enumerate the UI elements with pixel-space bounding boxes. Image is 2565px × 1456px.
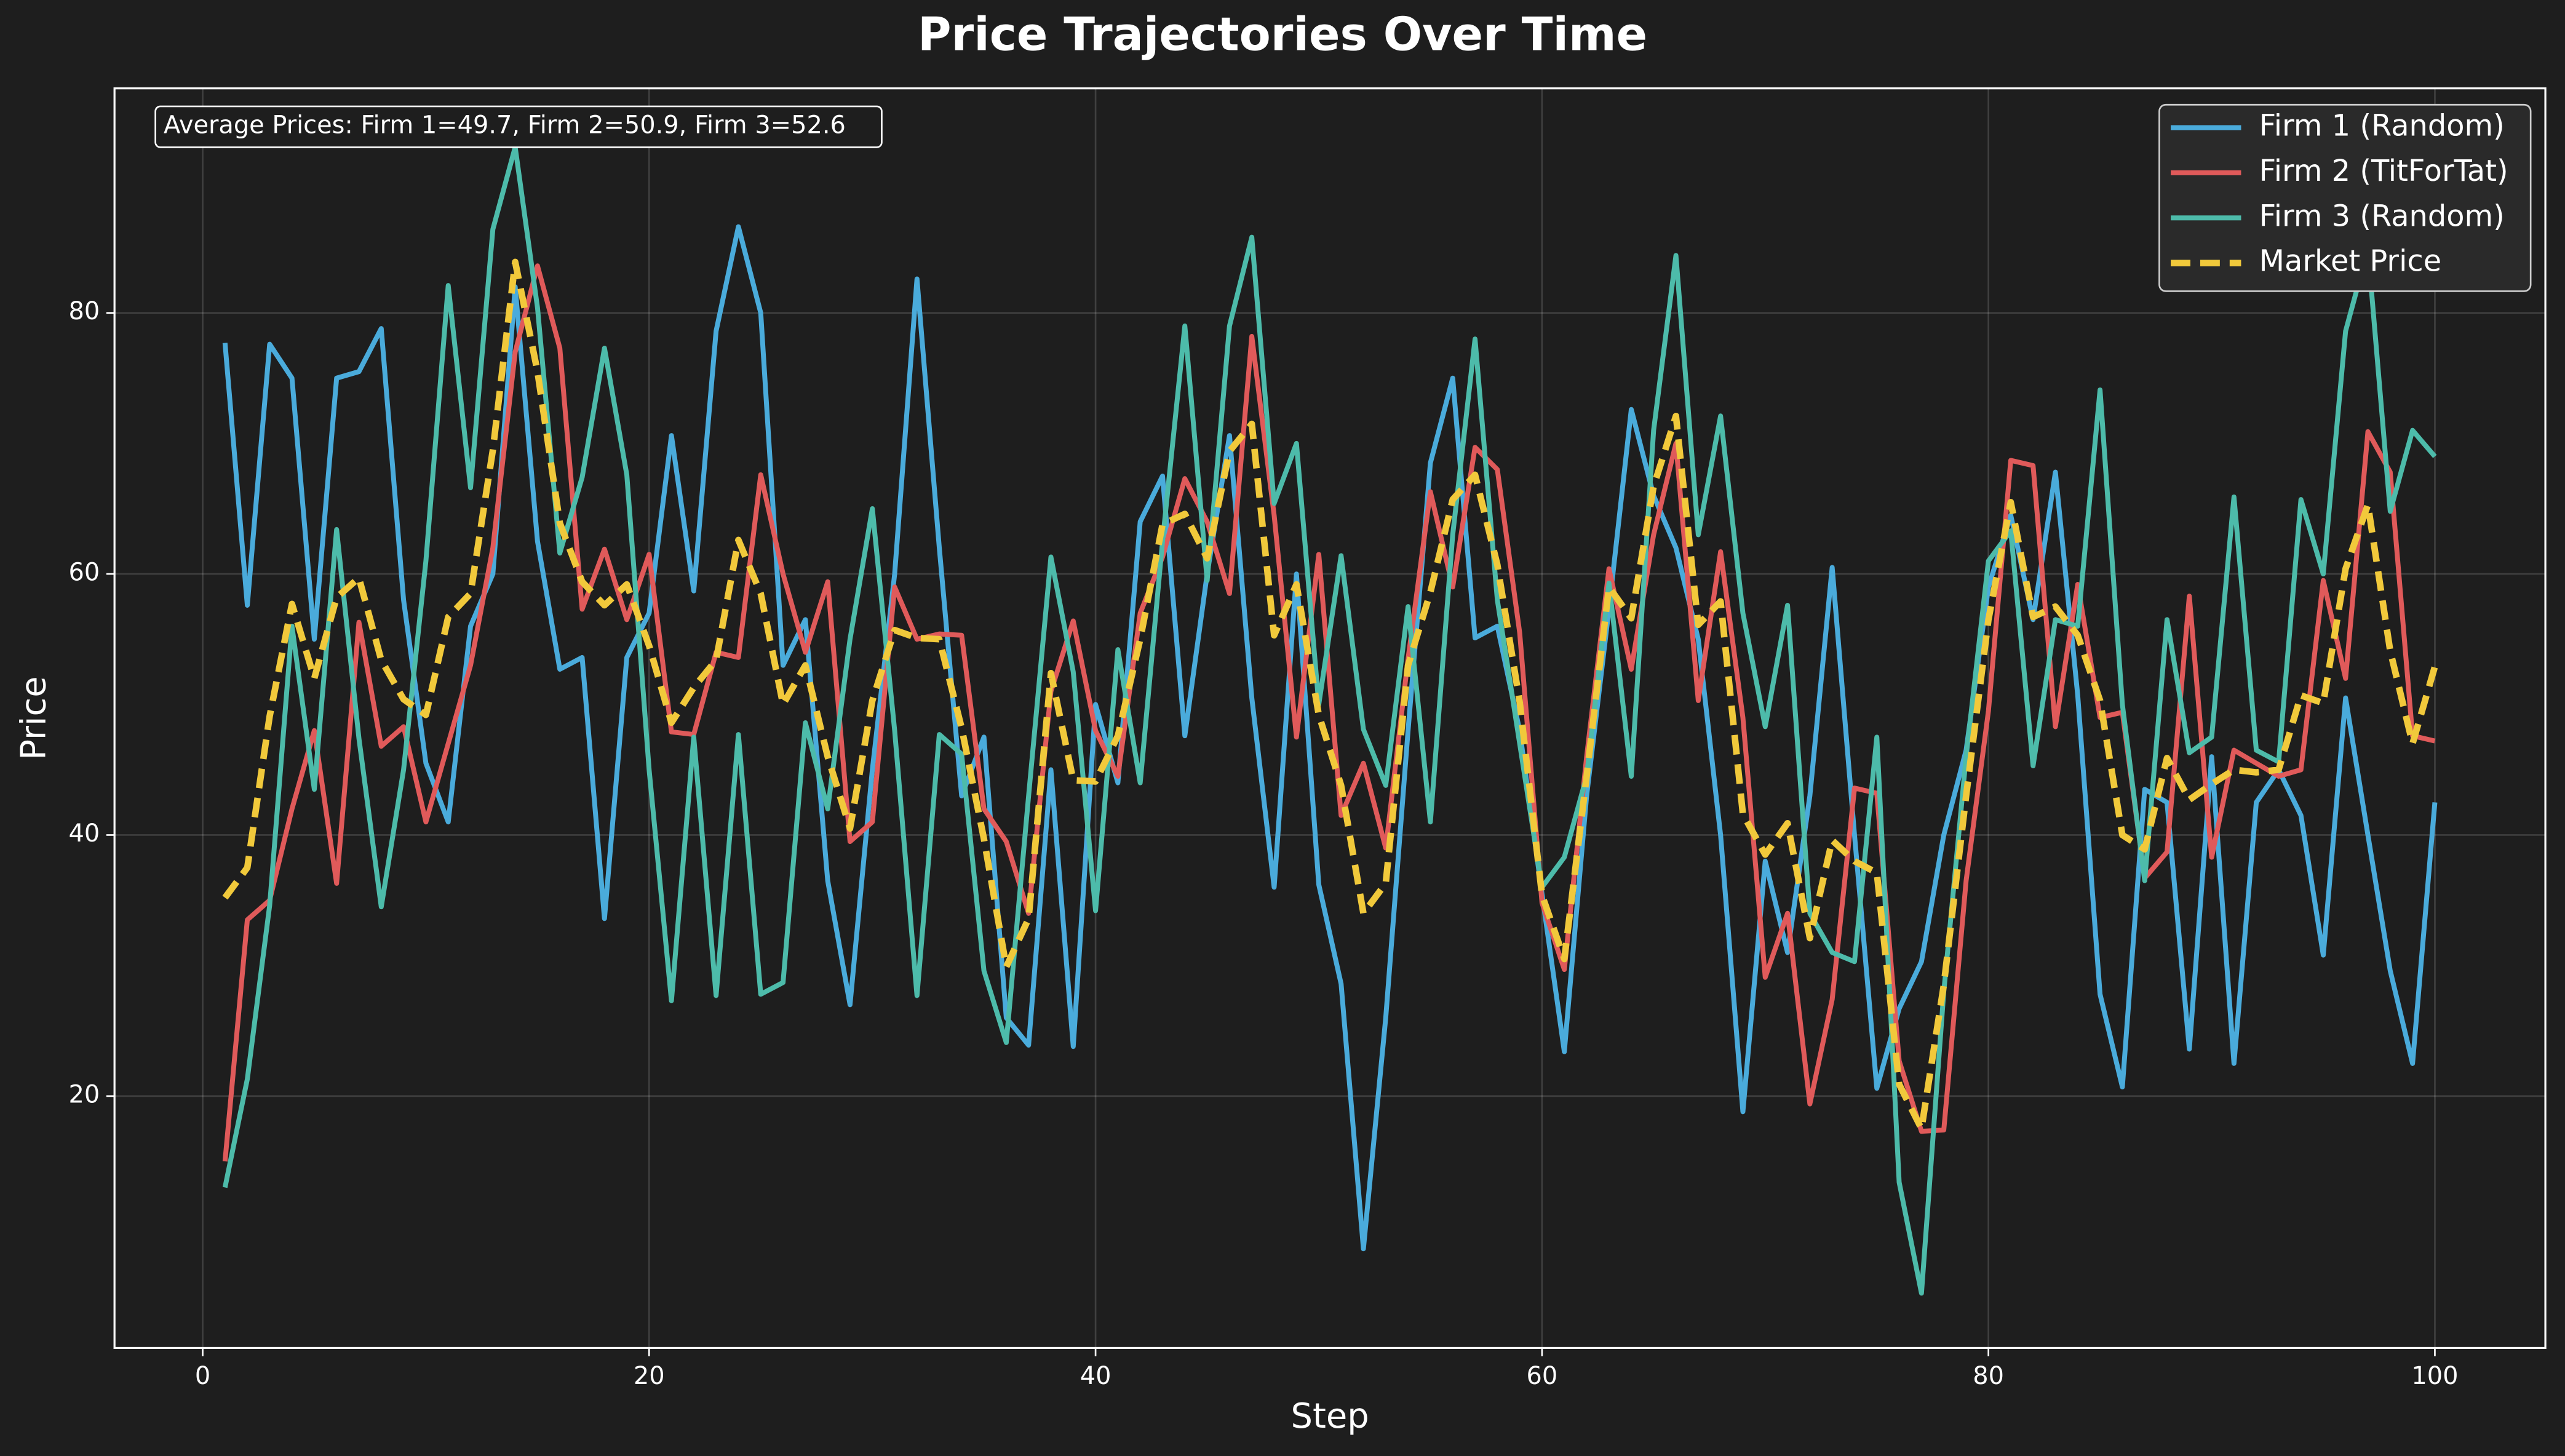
x-tick-label: 0: [195, 1362, 210, 1390]
series-line: [222, 145, 2437, 1296]
annotation-box: [154, 105, 883, 148]
annotation-text: Average Prices: Firm 1=49.7, Firm 2=50.9…: [164, 111, 846, 140]
series-line: [222, 263, 2436, 1162]
x-tick-label: 100: [2411, 1362, 2458, 1390]
legend-box: [2158, 103, 2532, 292]
plot-frame: [113, 87, 2547, 1350]
chart-title: Price Trajectories Over Time: [918, 8, 1647, 62]
x-tick-label: 80: [1973, 1362, 2004, 1390]
y-tick-label: 40: [68, 819, 100, 848]
legend-label: Market Price: [2259, 245, 2441, 279]
legend-label: Firm 3 (Random): [2259, 199, 2505, 233]
x-tick-label: 40: [1080, 1362, 1112, 1390]
x-tick-label: 20: [634, 1362, 665, 1390]
series-line: [222, 258, 2438, 1132]
legend-label: Firm 1 (Random): [2259, 109, 2505, 143]
y-tick-label: 60: [68, 559, 100, 587]
x-axis-label: Step: [1291, 1396, 1369, 1436]
annotation: Average Prices: Firm 1=49.7, Firm 2=50.9…: [154, 105, 883, 148]
legend-label: Firm 2 (TitForTat): [2259, 154, 2508, 188]
x-tick-label: 60: [1526, 1362, 1557, 1390]
legend: Firm 1 (Random) Firm 2 (TitForTat) Firm 3 …: [2158, 103, 2532, 292]
series-line: [222, 224, 2438, 1252]
y-tick-label: 80: [68, 297, 100, 325]
y-axis-label: Price: [14, 676, 54, 760]
y-tick-label: 20: [68, 1080, 100, 1108]
